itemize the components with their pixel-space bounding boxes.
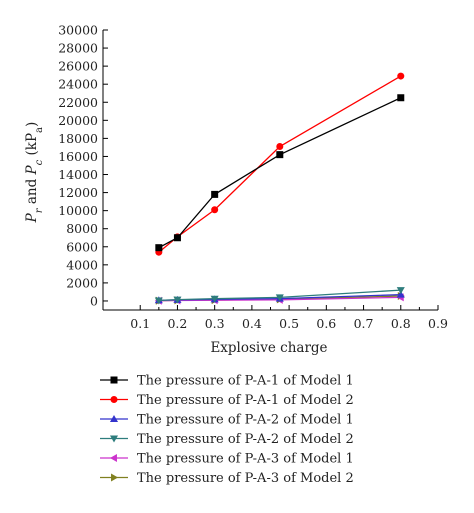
x-tick-label: 0.7 <box>354 316 374 331</box>
y-tick-label: 6000 <box>66 239 98 254</box>
y-tick-label: 14000 <box>58 167 98 182</box>
y-axis-title: Pr and Pc (kPa) <box>24 122 45 224</box>
series-2 <box>155 72 405 256</box>
data-point <box>275 294 284 302</box>
y-tick-label: 20000 <box>58 113 98 128</box>
data-point <box>211 190 219 198</box>
plot-frame <box>102 30 438 311</box>
data-point <box>276 151 284 159</box>
y-axis-title-part: (kP <box>24 133 40 160</box>
x-tick-label: 0.5 <box>279 316 299 331</box>
legend-item: The pressure of P-A-1 of Model 2 <box>100 393 354 408</box>
legend-item: The pressure of P-A-2 of Model 1 <box>100 413 354 428</box>
data-point <box>173 234 181 242</box>
x-axis-title: Explosive charge <box>210 340 327 356</box>
data-point <box>397 72 405 80</box>
y-tick-label: 4000 <box>66 257 98 272</box>
y-tick-label: 10000 <box>58 203 98 218</box>
y-axis-title-part: r <box>34 207 45 213</box>
y-tick-label: 12000 <box>58 185 98 200</box>
series-1 <box>155 94 405 252</box>
y-tick-label: 30000 <box>58 23 98 38</box>
series-line <box>158 97 402 249</box>
x-axis-ticks: 0.1 0.2 0.3 0.4 0.5 0.6 0.7 0.8 0.9 <box>130 305 448 331</box>
y-tick-label: 16000 <box>58 149 98 164</box>
x-tick-label: 0.2 <box>167 316 187 331</box>
legend-marker <box>110 396 118 403</box>
legend-marker <box>111 473 119 482</box>
y-tick-label: 26000 <box>58 59 98 74</box>
y-tick-label: 0 <box>90 293 98 308</box>
legend: The pressure of P-A-1 of Model 1 The pres… <box>100 374 354 486</box>
data-point <box>154 297 163 305</box>
legend-item: The pressure of P-A-3 of Model 1 <box>100 452 354 467</box>
legend-label: The pressure of P-A-2 of Model 2 <box>137 432 354 447</box>
legend-item: The pressure of P-A-1 of Model 1 <box>100 374 354 389</box>
y-tick-label: 28000 <box>58 41 98 56</box>
data-point <box>210 295 219 303</box>
legend-label: The pressure of P-A-3 of Model 2 <box>137 471 354 486</box>
series-layer <box>154 72 405 305</box>
y-axis-title-part: P <box>24 212 40 223</box>
x-tick-label: 0.3 <box>205 316 225 331</box>
legend-label: The pressure of P-A-1 of Model 2 <box>137 393 354 408</box>
legend-marker <box>109 435 119 443</box>
x-tick-label: 0.4 <box>242 316 262 331</box>
series-line <box>158 75 402 253</box>
data-point <box>276 143 284 151</box>
y-axis-title-part: ) <box>24 122 40 127</box>
legend-marker <box>109 453 117 463</box>
y-tick-label: 8000 <box>66 221 98 236</box>
y-axis-title-part: c <box>34 159 45 165</box>
y-tick-label: 24000 <box>58 77 98 92</box>
y-axis-title-part: a <box>34 127 45 133</box>
legend-label: The pressure of P-A-3 of Model 1 <box>137 452 354 467</box>
data-point <box>396 287 405 295</box>
x-tick-label: 0.6 <box>316 316 336 331</box>
y-tick-label: 18000 <box>58 131 98 146</box>
x-tick-label: 0.9 <box>428 316 448 331</box>
data-point <box>211 206 219 214</box>
y-axis-title-part: P <box>24 164 40 175</box>
series-4 <box>154 287 405 305</box>
data-point <box>155 244 163 252</box>
y-tick-label: 2000 <box>66 275 98 290</box>
y-axis-title-part: and <box>24 174 40 208</box>
y-tick-label: 22000 <box>58 95 98 110</box>
data-point <box>397 94 405 102</box>
legend-label: The pressure of P-A-2 of Model 1 <box>137 413 354 428</box>
x-tick-label: 0.1 <box>130 316 150 331</box>
data-point <box>173 296 182 304</box>
y-axis-ticks: 0 2000 4000 6000 8000 10000 12000 14000 16000 180… <box>58 23 108 308</box>
legend-item: The pressure of P-A-2 of Model 2 <box>100 432 354 447</box>
legend-marker <box>110 376 118 384</box>
legend-item: The pressure of P-A-3 of Model 2 <box>100 471 354 486</box>
legend-label: The pressure of P-A-1 of Model 1 <box>137 374 354 389</box>
x-tick-label: 0.8 <box>391 316 411 331</box>
legend-marker <box>109 414 119 422</box>
